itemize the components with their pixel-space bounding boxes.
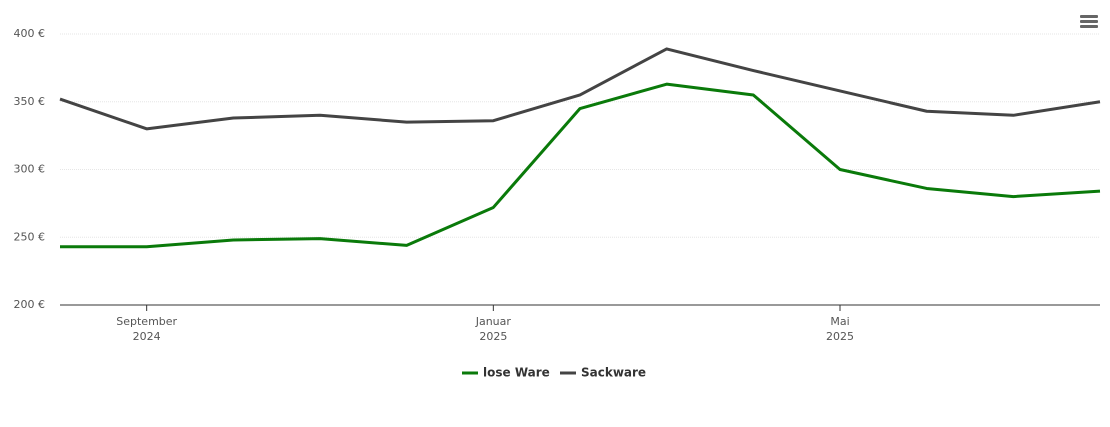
y-tick-label: 200 € <box>14 298 46 311</box>
x-tick-label: Mai <box>830 315 849 328</box>
x-tick-label: September <box>116 315 177 328</box>
series-line <box>60 82 1101 249</box>
y-tick-label: 250 € <box>14 230 46 243</box>
legend-item[interactable]: Sackware <box>560 366 646 380</box>
x-tick-label: 2025 <box>826 330 854 343</box>
x-tick-label: 2024 <box>133 330 161 343</box>
x-tick-label: 2025 <box>479 330 507 343</box>
legend-label: lose Ware <box>483 366 550 380</box>
y-tick-label: 350 € <box>14 95 46 108</box>
legend-item[interactable]: lose Ware <box>462 366 550 380</box>
x-tick-label: Januar <box>475 315 512 328</box>
y-tick-label: 300 € <box>14 163 46 176</box>
menu-bar <box>1080 20 1098 23</box>
menu-button[interactable] <box>1080 15 1098 28</box>
y-tick-label: 400 € <box>14 27 46 40</box>
menu-bar <box>1080 15 1098 18</box>
series-line <box>59 47 1101 131</box>
menu-bar <box>1080 25 1098 28</box>
legend-label: Sackware <box>581 366 646 380</box>
legend: lose Ware Sackware <box>462 366 646 380</box>
